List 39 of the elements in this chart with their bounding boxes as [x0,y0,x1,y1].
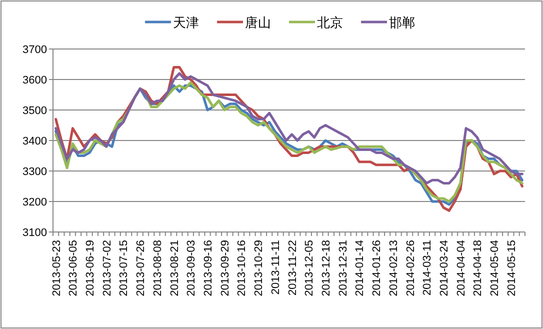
x-tick-label: 2013-12-18 [320,240,333,296]
x-tick-label: 2013-10-29 [253,240,266,296]
x-tick-label: 2014-04-18 [472,240,484,296]
x-tick-label: 2013-07-15 [118,240,130,296]
x-tick-label: 2013-08-08 [152,240,164,296]
x-tick-label: 2014-03-11 [422,240,434,296]
y-tick-label: 3400 [22,136,47,148]
x-tick-label: 2013-08-21 [168,240,181,296]
x-tick-label: 2013-10-16 [236,240,248,296]
legend-label: 北京 [317,15,343,30]
y-tick-label: 3300 [22,166,47,178]
x-tick-label: 2013-12-31 [337,240,350,296]
x-tick-label: 2014-05-15 [506,240,518,296]
x-tick-label: 2013-11-11 [270,240,282,295]
x-tick-label: 2014-05-04 [489,240,502,296]
x-tick-label: 2013-07-02 [101,240,114,296]
y-tick-label: 3500 [22,105,47,117]
x-tick-label: 2013-09-03 [186,240,198,296]
y-tick-label: 3600 [22,74,47,86]
x-tick-label: 2014-03-24 [438,240,451,296]
x-tick-label: 2013-07-26 [135,240,148,296]
x-tick-label: 2013-06-19 [84,240,97,296]
x-tick-label: 2014-01-14 [354,240,366,296]
y-tick-label: 3700 [22,44,47,56]
x-tick-label: 2013-11-22 [286,240,299,296]
x-tick-label: 2013-06-05 [68,240,80,296]
x-tick-label: 2014-02-26 [404,240,417,296]
legend-label: 唐山 [245,15,271,30]
x-tick-label: 2014-01-26 [371,240,384,296]
x-tick-label: 2013-09-29 [219,240,232,296]
x-tick-label: 2013-12-05 [304,240,316,296]
x-tick-label: 2014-02-13 [388,240,400,296]
legend-label: 天津 [173,15,199,30]
x-tick-label: 2014-04-04 [455,240,468,296]
x-tick-label: 2013-09-16 [202,240,215,296]
y-tick-label: 3100 [22,227,47,239]
legend-label: 邯郸 [389,15,415,30]
x-tick-label: 2013-05-23 [50,240,63,296]
y-tick-label: 3200 [22,196,47,208]
